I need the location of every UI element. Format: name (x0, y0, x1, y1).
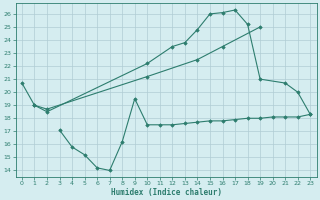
X-axis label: Humidex (Indice chaleur): Humidex (Indice chaleur) (111, 188, 221, 197)
